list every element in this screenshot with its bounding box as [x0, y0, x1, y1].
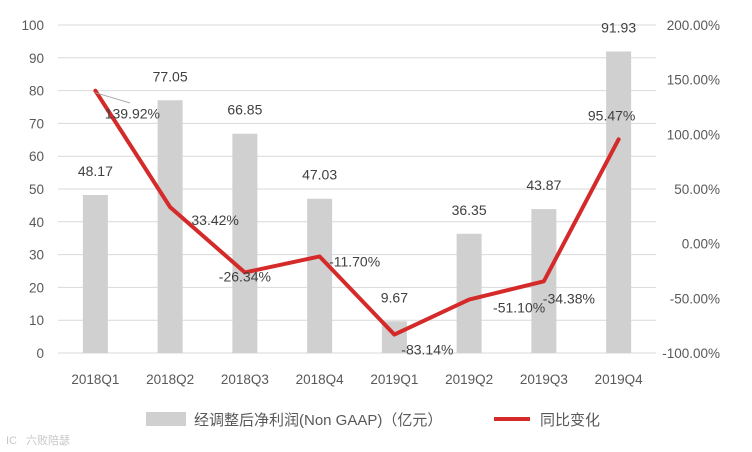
bar-data-label: 43.87 — [526, 177, 561, 193]
y-left-tick-label: 40 — [29, 215, 44, 230]
label-leader-line — [95, 92, 131, 104]
y-right-tick-label: 200.00% — [667, 18, 720, 33]
legend-bar-swatch — [146, 412, 186, 426]
x-tick-label: 2018Q2 — [146, 372, 194, 387]
y-right-tick-label: 150.00% — [667, 73, 720, 88]
bar-data-label: 77.05 — [153, 68, 188, 84]
line-data-label: -83.14% — [401, 342, 453, 358]
y-right-tick-label: 100.00% — [667, 127, 720, 142]
line-data-label: -26.34% — [219, 268, 271, 284]
line-data-label: 95.47% — [588, 107, 635, 123]
legend-bar-label: 经调整后净利润(Non GAAP)（亿元） — [194, 412, 442, 429]
bar-data-label: 9.67 — [381, 289, 408, 305]
line-data-label: -34.38% — [543, 290, 595, 306]
bar — [82, 195, 108, 353]
bar-data-label: 48.17 — [78, 163, 113, 179]
y-right-tick-label: -50.00% — [670, 291, 720, 306]
yoy-line — [93, 88, 621, 337]
x-tick-label: 2019Q3 — [520, 372, 568, 387]
data-labels: 48.17 77.05 66.85 47.03 9.67 36.35 43.87 91.93 1… — [78, 19, 636, 357]
y-left-tick-label: 50 — [29, 182, 44, 197]
y-left-tick-label: 100 — [21, 18, 44, 33]
x-tick-label: 2019Q1 — [370, 372, 418, 387]
bar — [157, 100, 183, 353]
x-tick-label: 2018Q4 — [296, 372, 345, 387]
bar — [307, 198, 333, 353]
line-data-label: -11.70% — [329, 253, 380, 269]
legend: 经调整后净利润(Non GAAP)（亿元） 同比变化 — [146, 412, 600, 429]
line-data-label: -51.10% — [493, 300, 545, 316]
line-data-label: 139.92% — [105, 106, 160, 122]
line-data-label: 33.42% — [191, 212, 238, 228]
bar-data-label: 47.03 — [302, 167, 337, 183]
y-left-tick-label: 70 — [29, 116, 44, 131]
x-tick-label: 2019Q4 — [595, 372, 644, 387]
y-left-tick-label: 90 — [29, 51, 44, 66]
y-right-tick-label: 0.00% — [682, 237, 720, 252]
bar-data-label: 36.35 — [452, 202, 487, 218]
legend-line-label: 同比变化 — [540, 412, 600, 429]
y-left-tick-label: 60 — [29, 149, 44, 164]
y-right-tick-label: 50.00% — [674, 182, 720, 197]
axes: 0 10 20 30 40 50 60 70 80 90 100 -100.00% -50.00% 0.0… — [21, 18, 720, 387]
bar — [232, 133, 258, 353]
y-left-tick-label: 80 — [29, 84, 44, 99]
watermark-mark: IC — [6, 435, 17, 447]
watermark: IC 六败陪瑟 — [6, 433, 70, 447]
y-left-tick-label: 30 — [29, 248, 44, 263]
bar — [456, 233, 482, 353]
y-right-tick-label: -100.00% — [662, 346, 720, 361]
line-series — [93, 88, 621, 337]
y-left-tick-label: 0 — [36, 346, 44, 361]
bar-data-label: 66.85 — [227, 102, 262, 118]
watermark-text: 六败陪瑟 — [26, 433, 70, 447]
bar-data-label: 91.93 — [601, 19, 636, 35]
x-tick-label: 2018Q1 — [71, 372, 119, 387]
y-left-tick-label: 20 — [29, 280, 44, 295]
y-left-tick-label: 10 — [29, 313, 44, 328]
x-tick-label: 2019Q2 — [445, 372, 493, 387]
bar — [606, 51, 632, 353]
x-tick-label: 2018Q3 — [221, 372, 269, 387]
